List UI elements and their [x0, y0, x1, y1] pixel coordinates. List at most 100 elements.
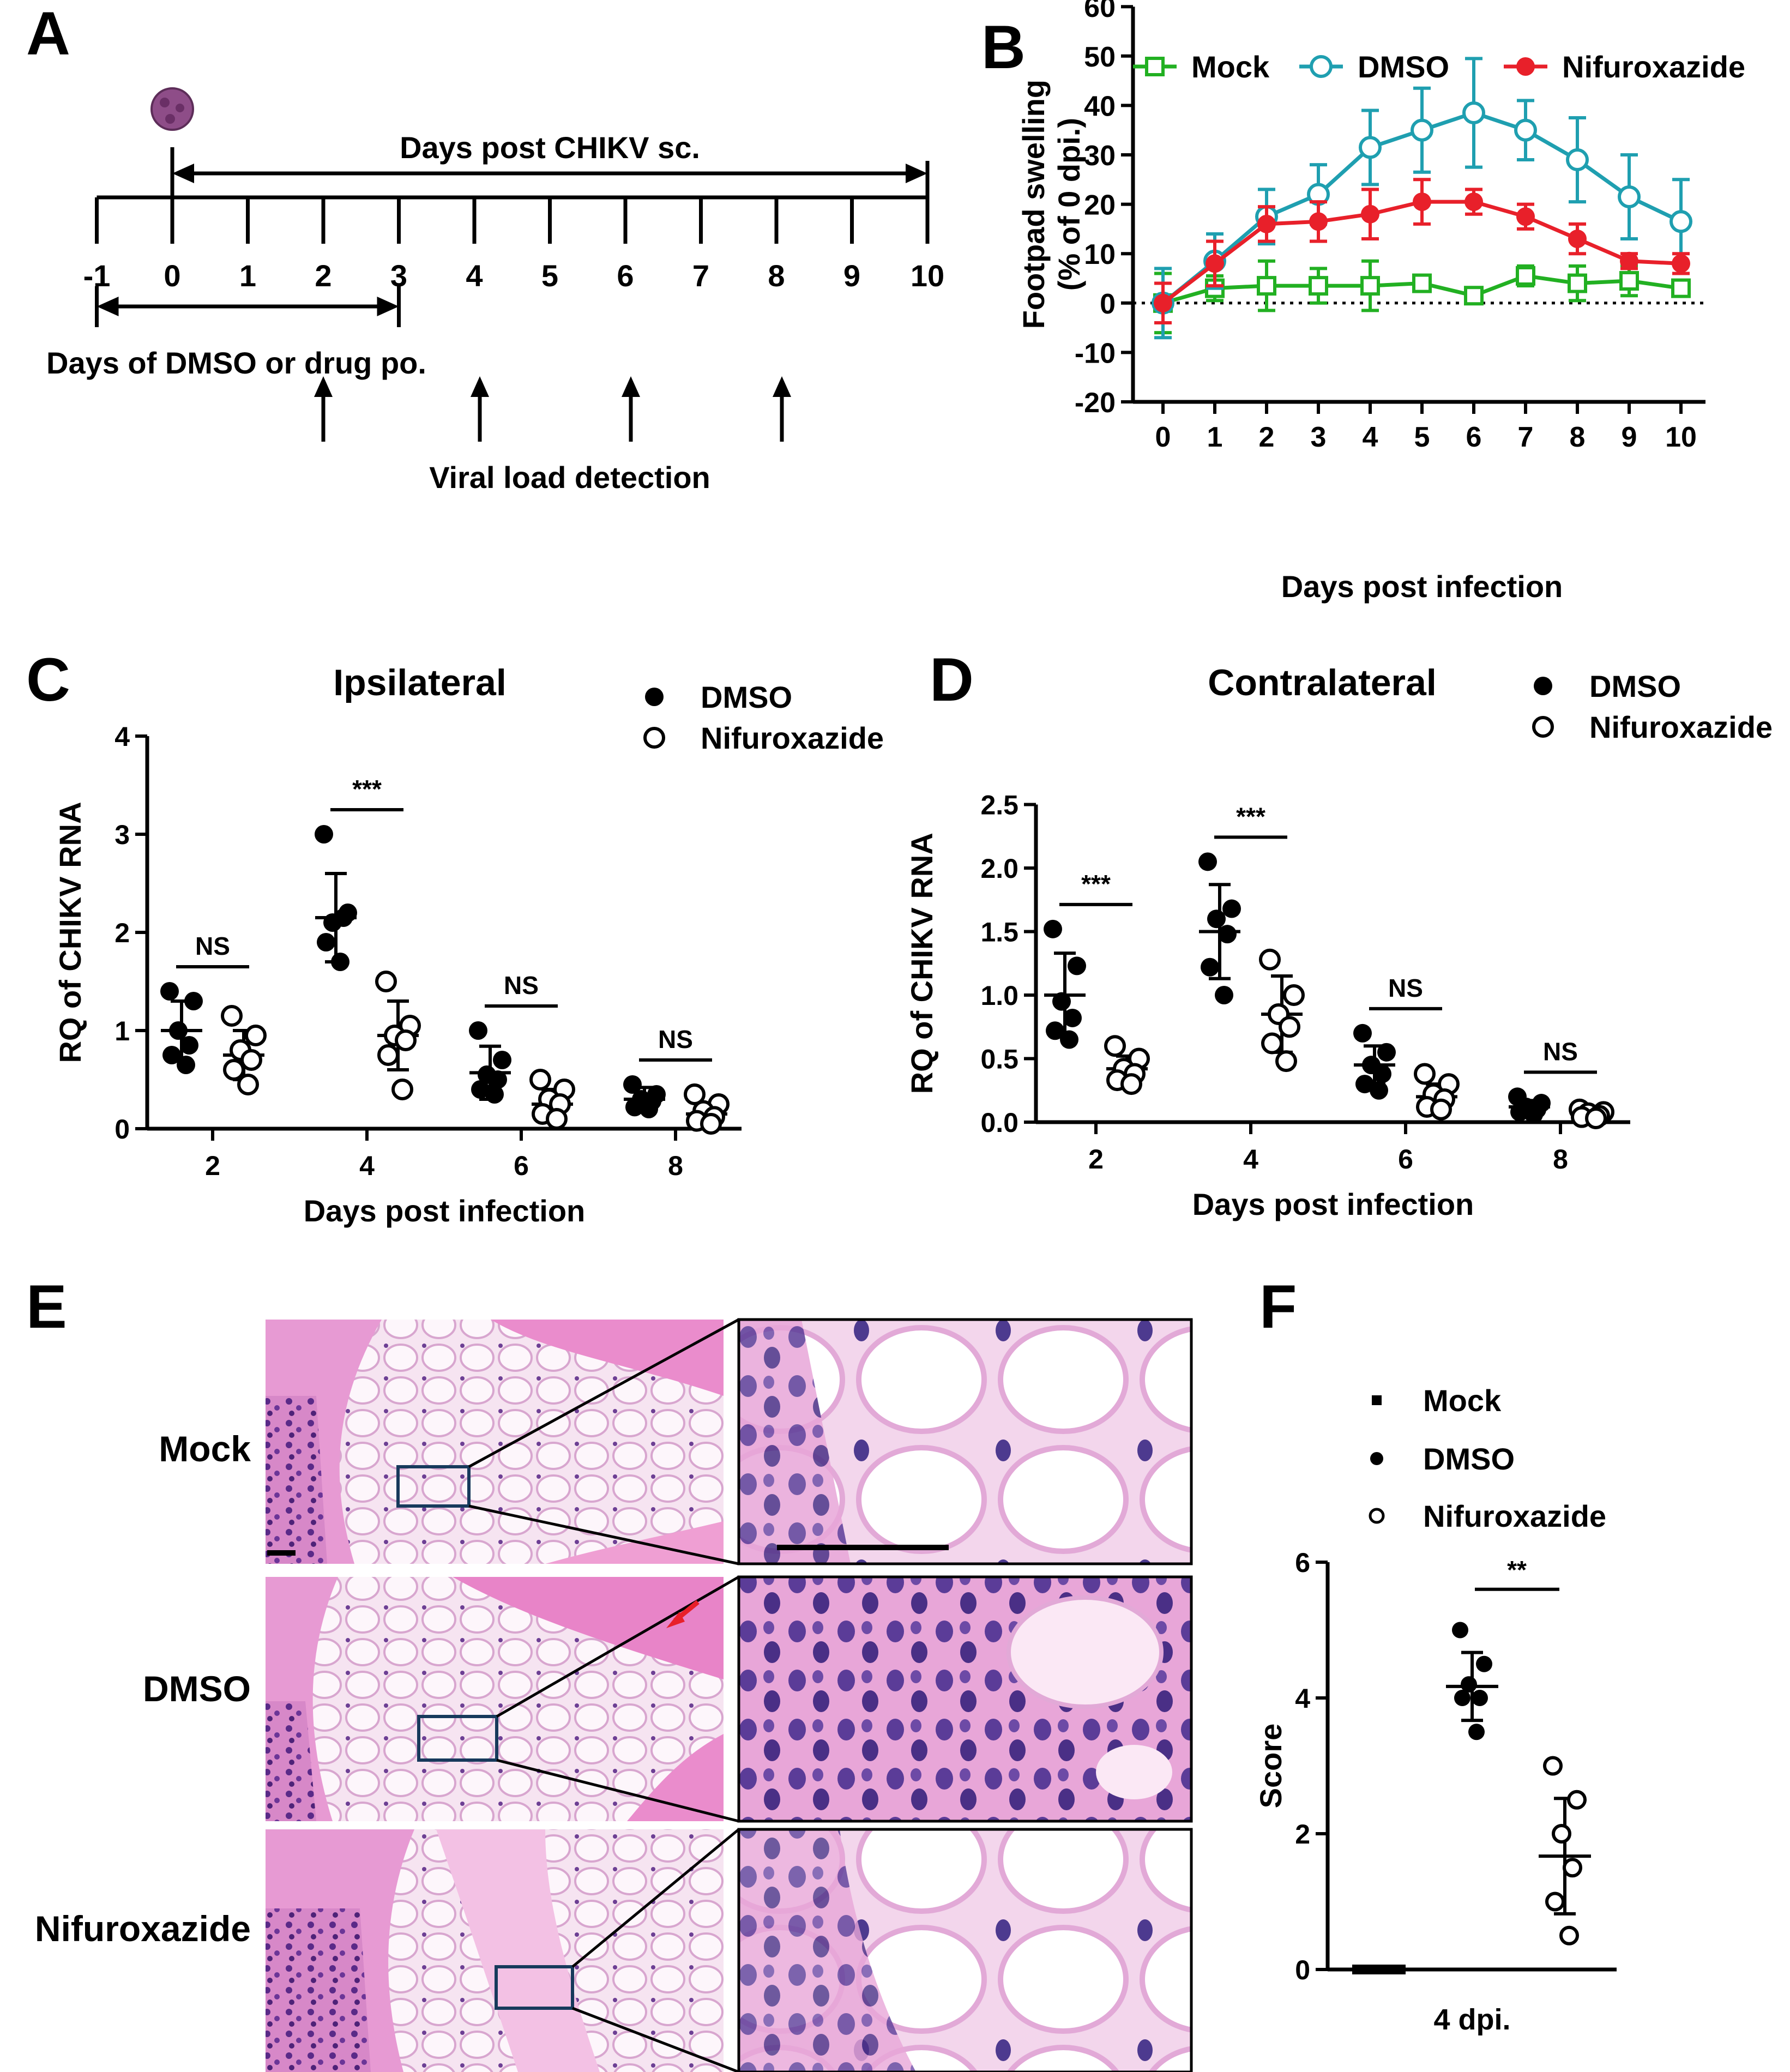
panel-c-chart: 0 1 2 3 4 2 NS 4 *** 6 NS 8 NS Ipsilateral Days post i… [53, 662, 884, 1228]
x-tick-label: 2 [1259, 421, 1275, 453]
y-tick-label: 40 [1084, 91, 1116, 122]
timeline-tick-label: 4 [466, 258, 483, 293]
data-point-dmso [177, 1056, 195, 1074]
legend-label: Nifuroxazide [1589, 710, 1773, 744]
x-tick-label: 6 [514, 1151, 529, 1181]
data-point-dmso [317, 933, 335, 951]
data-point-dmso [1514, 118, 1537, 142]
data-point-dmso [1359, 136, 1382, 159]
data-point-dmso [1046, 1021, 1064, 1040]
x-tick-label: 7 [1518, 421, 1534, 453]
x-tick-label: 4 [1363, 421, 1378, 453]
data-point-mock [1671, 278, 1691, 298]
data-point-dmso [1618, 185, 1641, 209]
data-point-nifuroxazide [1516, 207, 1535, 226]
data-point-dmso [1476, 1655, 1492, 1672]
virus-particle-icon [150, 87, 194, 131]
red-arrow-icon [666, 1600, 700, 1628]
y-tick-label: 0 [1295, 1955, 1310, 1985]
data-point-nifuroxazide [375, 971, 397, 992]
data-point-dmso [1207, 909, 1226, 929]
y-tick-label: 6 [1295, 1547, 1310, 1578]
panel-d-chart: 0.0 0.5 1.0 1.5 2.0 2.5 2 *** 4 *** 6 NS 8 NS Contrala… [905, 662, 1773, 1221]
data-point-nifuroxazide [1567, 1790, 1587, 1810]
data-point-mock [1568, 273, 1587, 293]
legend-label: Mock [1191, 50, 1270, 84]
data-point-dmso [1670, 210, 1692, 233]
y-tick-label: 0 [1100, 288, 1116, 320]
data-point-dmso [625, 1098, 644, 1117]
data-point-dmso [1566, 148, 1589, 172]
y-tick-label: 1.5 [980, 917, 1018, 948]
data-point-dmso [160, 982, 179, 1001]
data-point-dmso [493, 1051, 511, 1069]
data-point-nifuroxazide [221, 1005, 243, 1027]
data-point-dmso [1510, 1103, 1529, 1122]
x-tick-label: 4 [1243, 1144, 1258, 1174]
panel-label-d: D [930, 646, 974, 714]
post-infection-label: Days post CHIKV sc. [400, 130, 700, 165]
y-tick-label: 0 [114, 1114, 130, 1145]
data-point-dmso [489, 1070, 507, 1089]
legend-marker-nifuroxazide [1369, 1508, 1385, 1524]
data-point-dmso [1461, 1676, 1477, 1693]
data-point-nifuroxazide [1672, 254, 1690, 273]
data-point-mock [1387, 1965, 1397, 1974]
panel-label-b: B [981, 13, 1026, 81]
data-point-dmso [1355, 1075, 1374, 1094]
data-point-nifuroxazide [1568, 230, 1587, 249]
y-tick-label: 4 [114, 721, 130, 752]
x-axis-label: Days post infection [1281, 569, 1563, 604]
panel-label-e: E [26, 1273, 67, 1341]
timeline-tick-label: 2 [315, 258, 332, 293]
data-point-nifuroxazide [529, 1069, 551, 1091]
data-point-mock [1378, 1965, 1388, 1974]
arrowhead-right [377, 297, 399, 316]
legend-label: DMSO [1589, 669, 1681, 703]
data-point-nifuroxazide [1430, 1098, 1452, 1121]
data-point-dmso [623, 1075, 642, 1094]
data-point-dmso [640, 1100, 658, 1118]
data-point-dmso [471, 1080, 490, 1099]
arrowhead-left [97, 297, 119, 316]
legend-marker-nifuroxazide [643, 727, 665, 749]
he-stained-tissue-dmso [266, 1575, 740, 1823]
significance-label: NS [195, 932, 230, 960]
data-point-dmso [1063, 1008, 1082, 1027]
data-point-nifuroxazide [1414, 1063, 1436, 1085]
data-point-nifuroxazide [1361, 204, 1379, 224]
timeline-tick-label: 7 [692, 258, 709, 293]
data-point-dmso [1454, 1690, 1470, 1706]
data-point-dmso [1370, 1081, 1388, 1100]
significance-label: *** [1236, 802, 1265, 830]
data-point-nifuroxazide [245, 1025, 267, 1046]
significance-label: NS [504, 971, 539, 999]
data-point-mock [1370, 1965, 1379, 1974]
data-point-dmso [1060, 1030, 1078, 1049]
legend-marker-dmso [1534, 677, 1552, 695]
panel-f-chart: 0 2 4 6 ** 4 dpi. Score Mock DMSO Nifuroxazide [1253, 1383, 1617, 2036]
data-point-nifuroxazide [395, 1029, 417, 1051]
panel-label-a: A [26, 0, 70, 68]
data-point-dmso [1373, 1064, 1391, 1083]
data-point-dmso [169, 1021, 188, 1040]
x-tick-label: 1 [1207, 421, 1223, 453]
y-axis-label: RQ of CHIKV RNA [905, 833, 939, 1094]
data-point-nifuroxazide [1259, 948, 1281, 971]
legend-marker-mock [1372, 1395, 1382, 1405]
significance-label: ** [1507, 1556, 1527, 1584]
y-tick-label: 20 [1084, 190, 1116, 221]
arrowhead-right [906, 164, 927, 183]
panel-b-chart: -20 -10 0 10 20 30 40 50 60 0 1 2 3 4 5 6 7 8 9 10 Days post… [1016, 0, 1745, 604]
data-point-nifuroxazide [1464, 192, 1483, 212]
data-point-mock [1360, 276, 1380, 296]
x-axis-label: Days post infection [1192, 1187, 1474, 1221]
y-tick-label: -20 [1075, 387, 1116, 419]
legend-marker [1145, 57, 1165, 76]
data-point-nifuroxazide [391, 1079, 413, 1100]
data-point-dmso [1068, 956, 1086, 975]
significance-label: NS [658, 1025, 693, 1053]
data-point-nifuroxazide [1261, 1032, 1283, 1055]
y-tick-label: 1.0 [980, 980, 1018, 1011]
